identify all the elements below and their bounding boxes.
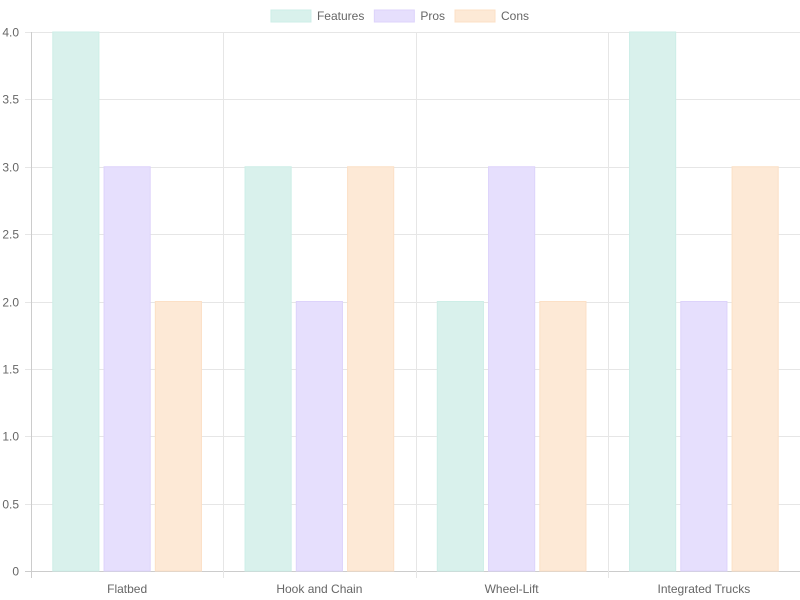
- bar-pros-3[interactable]: [680, 301, 728, 572]
- bar-cons-0[interactable]: [154, 301, 202, 572]
- bar-pros-2[interactable]: [488, 166, 536, 572]
- legend-label: Pros: [420, 9, 445, 23]
- legend-swatch: [454, 9, 496, 23]
- legend-item-cons[interactable]: Cons: [454, 9, 529, 23]
- x-tick-label: Integrated Trucks: [658, 582, 751, 596]
- legend-item-pros[interactable]: Pros: [373, 9, 445, 23]
- bars-layer: [52, 31, 779, 572]
- bar-cons-1[interactable]: [347, 166, 395, 572]
- x-tick-label: Flatbed: [107, 582, 147, 596]
- legend-label: Features: [317, 9, 364, 23]
- bar-features-1[interactable]: [244, 166, 292, 572]
- y-tick-label: 0.5: [2, 498, 19, 512]
- legend-label: Cons: [501, 9, 529, 23]
- y-tick-label: 1.5: [2, 363, 19, 377]
- y-tick-label: 3.0: [2, 161, 19, 175]
- y-tick-label: 4.0: [2, 26, 19, 40]
- bar-pros-1[interactable]: [295, 301, 343, 572]
- legend[interactable]: Features Pros Cons: [270, 9, 529, 23]
- bar-features-0[interactable]: [52, 31, 100, 572]
- x-tick-label: Wheel-Lift: [485, 582, 540, 596]
- bar-features-3[interactable]: [629, 31, 677, 572]
- legend-swatch: [270, 9, 312, 23]
- bar-pros-0[interactable]: [103, 166, 151, 572]
- legend-swatch: [373, 9, 415, 23]
- x-tick-label: Hook and Chain: [276, 582, 362, 596]
- bar-cons-2[interactable]: [539, 301, 587, 572]
- axis-layer: 0 0.5 1.0 1.5 2.0 2.5 3.0 3.5 4.0 Flatbed Hook and…: [2, 26, 750, 597]
- y-tick-label: 0: [12, 565, 19, 579]
- bar-cons-3[interactable]: [731, 166, 779, 572]
- y-tick-label: 2.0: [2, 296, 19, 310]
- grid-layer: [25, 32, 800, 578]
- y-tick-label: 3.5: [2, 93, 19, 107]
- y-tick-label: 2.5: [2, 228, 19, 242]
- bar-features-2[interactable]: [436, 301, 484, 572]
- legend-item-features[interactable]: Features: [270, 9, 364, 23]
- y-tick-label: 1.0: [2, 430, 19, 444]
